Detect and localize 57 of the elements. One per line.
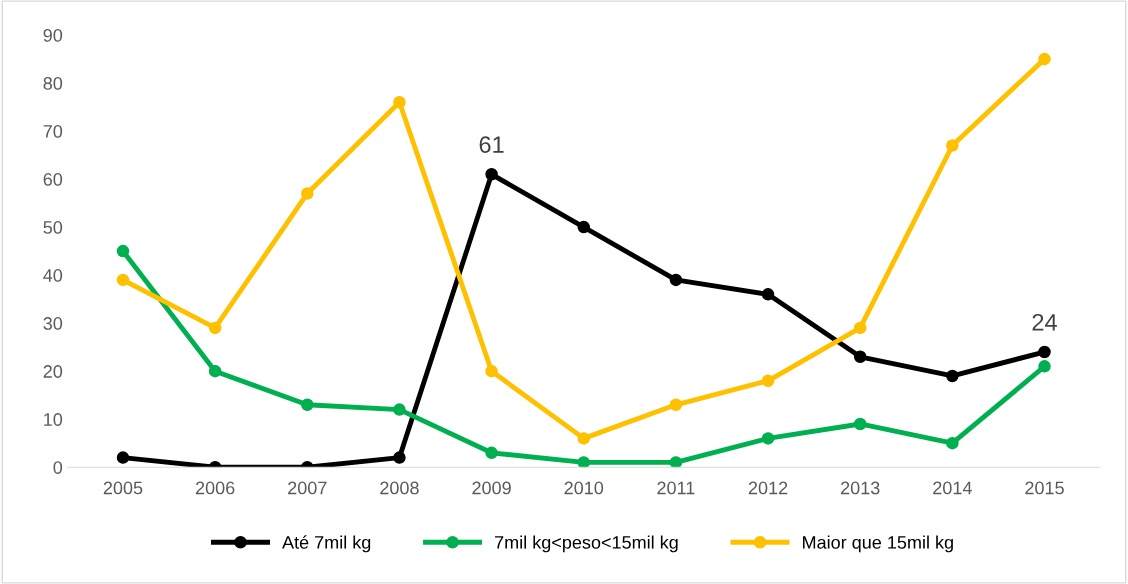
point (853, 350, 867, 364)
point (1038, 345, 1051, 359)
point (393, 451, 406, 464)
point (577, 456, 590, 468)
y-tick-label: 90 (43, 28, 63, 42)
y-tick-label: 30 (43, 317, 63, 330)
legend-label: Maior que 15mil kg (803, 535, 953, 553)
point (485, 364, 498, 378)
y-tick-label: 40 (43, 269, 63, 282)
point (761, 288, 775, 301)
point (853, 417, 867, 431)
y-tick-label: 70 (43, 125, 63, 138)
x-tick-label: 2013 (841, 481, 880, 495)
y-tick-label: 10 (44, 413, 63, 426)
point (1038, 52, 1051, 66)
point (669, 273, 683, 287)
point (485, 446, 498, 460)
y-tick-label: 80 (43, 76, 63, 90)
point (577, 432, 590, 445)
x-tick-label: 2010 (564, 481, 604, 495)
point (485, 168, 498, 181)
point (208, 364, 222, 378)
point (116, 273, 130, 287)
x-tick-label: 2012 (748, 481, 788, 495)
point (946, 139, 959, 152)
point (116, 451, 130, 464)
point (761, 432, 775, 445)
y-tick-label: 20 (43, 365, 63, 378)
point (577, 220, 590, 234)
y-tick-label: 50 (43, 221, 63, 234)
x-tick-label: 2006 (195, 481, 235, 495)
x-tick-label: 2008 (380, 481, 419, 495)
point (1038, 360, 1051, 373)
point (301, 187, 314, 200)
point (208, 321, 222, 335)
point (946, 436, 959, 450)
point (761, 374, 775, 388)
y-tick-label: 60 (43, 173, 63, 186)
x-tick-label: 2011 (657, 481, 695, 495)
point (669, 398, 683, 412)
point (669, 456, 683, 468)
x-tick-label: 2007 (288, 481, 327, 495)
point (116, 244, 130, 258)
point (946, 369, 959, 383)
point (301, 398, 314, 412)
legend-label: 7mil kg<peso<15mil kg (495, 535, 678, 553)
x-tick-label: 2005 (103, 481, 143, 495)
point (853, 321, 867, 335)
y-tick-label: 0 (53, 461, 63, 474)
x-tick-label: 2009 (472, 481, 511, 495)
point (393, 96, 406, 109)
legend-label: Até 7mil kg (282, 535, 371, 553)
data-label: 61 (479, 136, 504, 153)
x-tick-label: 2015 (1025, 481, 1064, 495)
data-label: 24 (1032, 313, 1057, 331)
point (393, 403, 406, 416)
x-tick-label: 2014 (933, 481, 972, 495)
